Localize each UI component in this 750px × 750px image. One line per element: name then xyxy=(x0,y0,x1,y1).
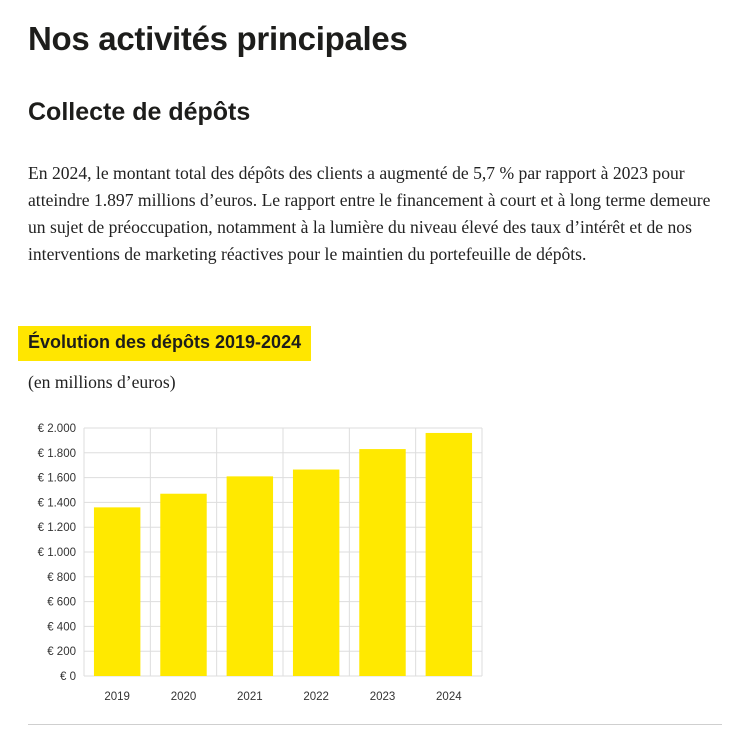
y-tick-label: € 1.400 xyxy=(38,497,76,509)
page-title: Nos activités principales xyxy=(28,20,408,57)
y-tick-label: € 1.000 xyxy=(38,547,76,559)
y-tick-label: € 1.800 xyxy=(38,448,76,460)
bar-2022 xyxy=(292,469,340,676)
deposits-bar-chart: € 0 € 200 € 400 € 600 € 800 € 1.000 € 1.200 € 1… xyxy=(38,423,483,703)
y-tick-label: € 1.600 xyxy=(38,473,76,485)
bar-2020 xyxy=(160,493,207,676)
y-tick-label: € 600 xyxy=(47,597,76,609)
x-tick-label: 2020 xyxy=(171,691,197,703)
bar-2019 xyxy=(93,507,141,676)
x-tick-label: 2021 xyxy=(237,691,263,703)
x-tick-label: 2019 xyxy=(104,691,130,703)
y-tick-label: € 1.200 xyxy=(38,522,76,534)
x-tick-label: 2022 xyxy=(303,691,329,703)
section-title: Collecte de dépôts xyxy=(28,98,251,126)
chart-unit-label: (en millions d’euros) xyxy=(28,372,176,392)
x-tick-label: 2023 xyxy=(370,691,396,703)
intro-paragraph: En 2024, le montant total des dépôts des… xyxy=(28,163,711,264)
chart-heading: Évolution des dépôts 2019-2024 xyxy=(18,326,312,361)
y-tick-label: € 800 xyxy=(47,572,76,584)
bar-2024 xyxy=(425,432,473,676)
bar-2021 xyxy=(226,476,274,676)
y-tick-label: € 400 xyxy=(47,621,76,633)
y-tick-label: € 0 xyxy=(60,671,76,683)
bottom-divider xyxy=(28,724,722,725)
bar-2023 xyxy=(359,449,406,676)
x-tick-label: 2024 xyxy=(436,691,462,703)
y-tick-label: € 200 xyxy=(47,646,76,658)
y-tick-label: € 2.000 xyxy=(38,423,76,435)
